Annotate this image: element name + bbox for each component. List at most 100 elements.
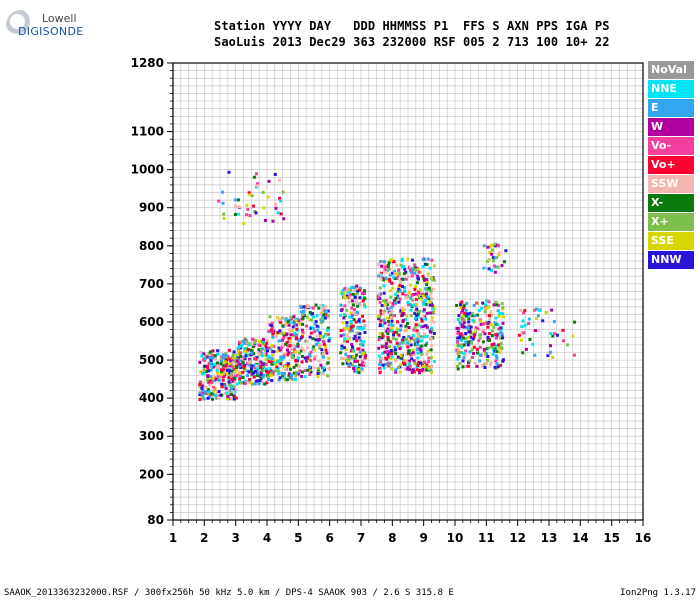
data-point xyxy=(217,396,221,400)
data-point xyxy=(493,242,497,246)
data-point xyxy=(433,264,437,268)
data-point xyxy=(205,378,209,382)
data-point xyxy=(277,346,281,350)
data-point xyxy=(498,363,502,367)
data-point xyxy=(406,345,410,349)
data-point xyxy=(535,307,539,311)
data-point xyxy=(216,349,220,353)
data-point xyxy=(297,372,301,376)
data-point xyxy=(311,337,315,341)
data-point xyxy=(285,333,289,337)
data-point xyxy=(388,350,392,354)
data-point xyxy=(481,340,485,344)
data-point xyxy=(316,341,320,345)
data-point xyxy=(408,339,412,343)
data-point xyxy=(223,384,227,388)
data-point xyxy=(344,352,348,356)
data-point xyxy=(198,391,202,395)
data-point xyxy=(411,368,415,372)
data-point xyxy=(378,286,382,290)
data-point xyxy=(377,295,381,299)
data-point xyxy=(245,373,249,377)
data-point xyxy=(406,300,410,304)
data-point xyxy=(288,367,292,371)
data-point xyxy=(485,299,489,303)
data-point xyxy=(345,358,349,362)
data-point xyxy=(200,386,204,390)
data-point xyxy=(573,320,577,324)
data-point xyxy=(432,320,436,324)
data-point xyxy=(520,325,524,329)
data-point xyxy=(261,363,265,367)
data-point xyxy=(253,382,257,386)
data-point xyxy=(248,193,252,197)
data-point xyxy=(302,305,306,309)
data-point xyxy=(492,264,496,268)
data-point xyxy=(301,312,305,316)
data-point xyxy=(206,355,210,359)
data-point xyxy=(230,377,234,381)
data-point xyxy=(286,344,290,348)
data-point xyxy=(413,271,417,275)
data-point xyxy=(387,261,391,265)
data-point xyxy=(431,287,435,291)
data-point xyxy=(404,294,408,298)
data-point xyxy=(270,362,274,366)
data-point xyxy=(342,346,346,350)
data-point xyxy=(283,352,287,356)
x-tick-label: 13 xyxy=(541,531,558,545)
data-point xyxy=(422,369,426,373)
data-point xyxy=(432,310,436,314)
data-point xyxy=(264,362,268,366)
data-point xyxy=(461,308,465,312)
data-point xyxy=(415,365,419,369)
data-point xyxy=(359,302,363,306)
data-point xyxy=(500,332,504,336)
data-point xyxy=(245,341,249,345)
data-point xyxy=(311,306,315,310)
data-point xyxy=(352,311,356,315)
data-point xyxy=(549,332,553,336)
data-point xyxy=(486,325,490,329)
data-point xyxy=(429,348,433,352)
data-point xyxy=(222,361,226,365)
data-point xyxy=(385,303,389,307)
data-point xyxy=(472,345,476,349)
data-point xyxy=(406,321,410,325)
data-point xyxy=(349,322,353,326)
data-point xyxy=(216,364,220,368)
legend-item-e: E xyxy=(648,99,694,117)
data-point xyxy=(238,342,242,346)
data-point xyxy=(239,374,243,378)
data-point xyxy=(236,212,240,216)
data-point xyxy=(278,318,282,322)
data-point xyxy=(289,315,293,319)
data-point xyxy=(404,317,408,321)
data-point xyxy=(282,331,286,335)
data-point xyxy=(244,379,248,383)
data-point xyxy=(497,303,501,307)
data-point xyxy=(245,361,249,365)
data-point xyxy=(471,312,475,316)
data-point xyxy=(287,323,291,327)
data-point xyxy=(497,314,501,318)
data-point xyxy=(416,356,420,360)
data-point xyxy=(409,270,413,274)
data-point xyxy=(285,362,289,366)
data-point xyxy=(419,325,423,329)
data-point xyxy=(247,343,251,347)
data-point xyxy=(287,331,291,335)
data-point xyxy=(341,362,345,366)
data-point xyxy=(238,362,242,366)
data-point xyxy=(467,364,471,368)
data-point xyxy=(390,326,394,330)
data-point xyxy=(210,381,214,385)
data-point xyxy=(209,361,213,365)
data-point xyxy=(429,311,433,315)
data-point xyxy=(324,348,328,352)
data-point xyxy=(242,356,246,360)
data-point xyxy=(348,330,352,334)
data-point xyxy=(401,277,405,281)
data-point xyxy=(393,301,397,305)
data-point xyxy=(309,359,313,363)
